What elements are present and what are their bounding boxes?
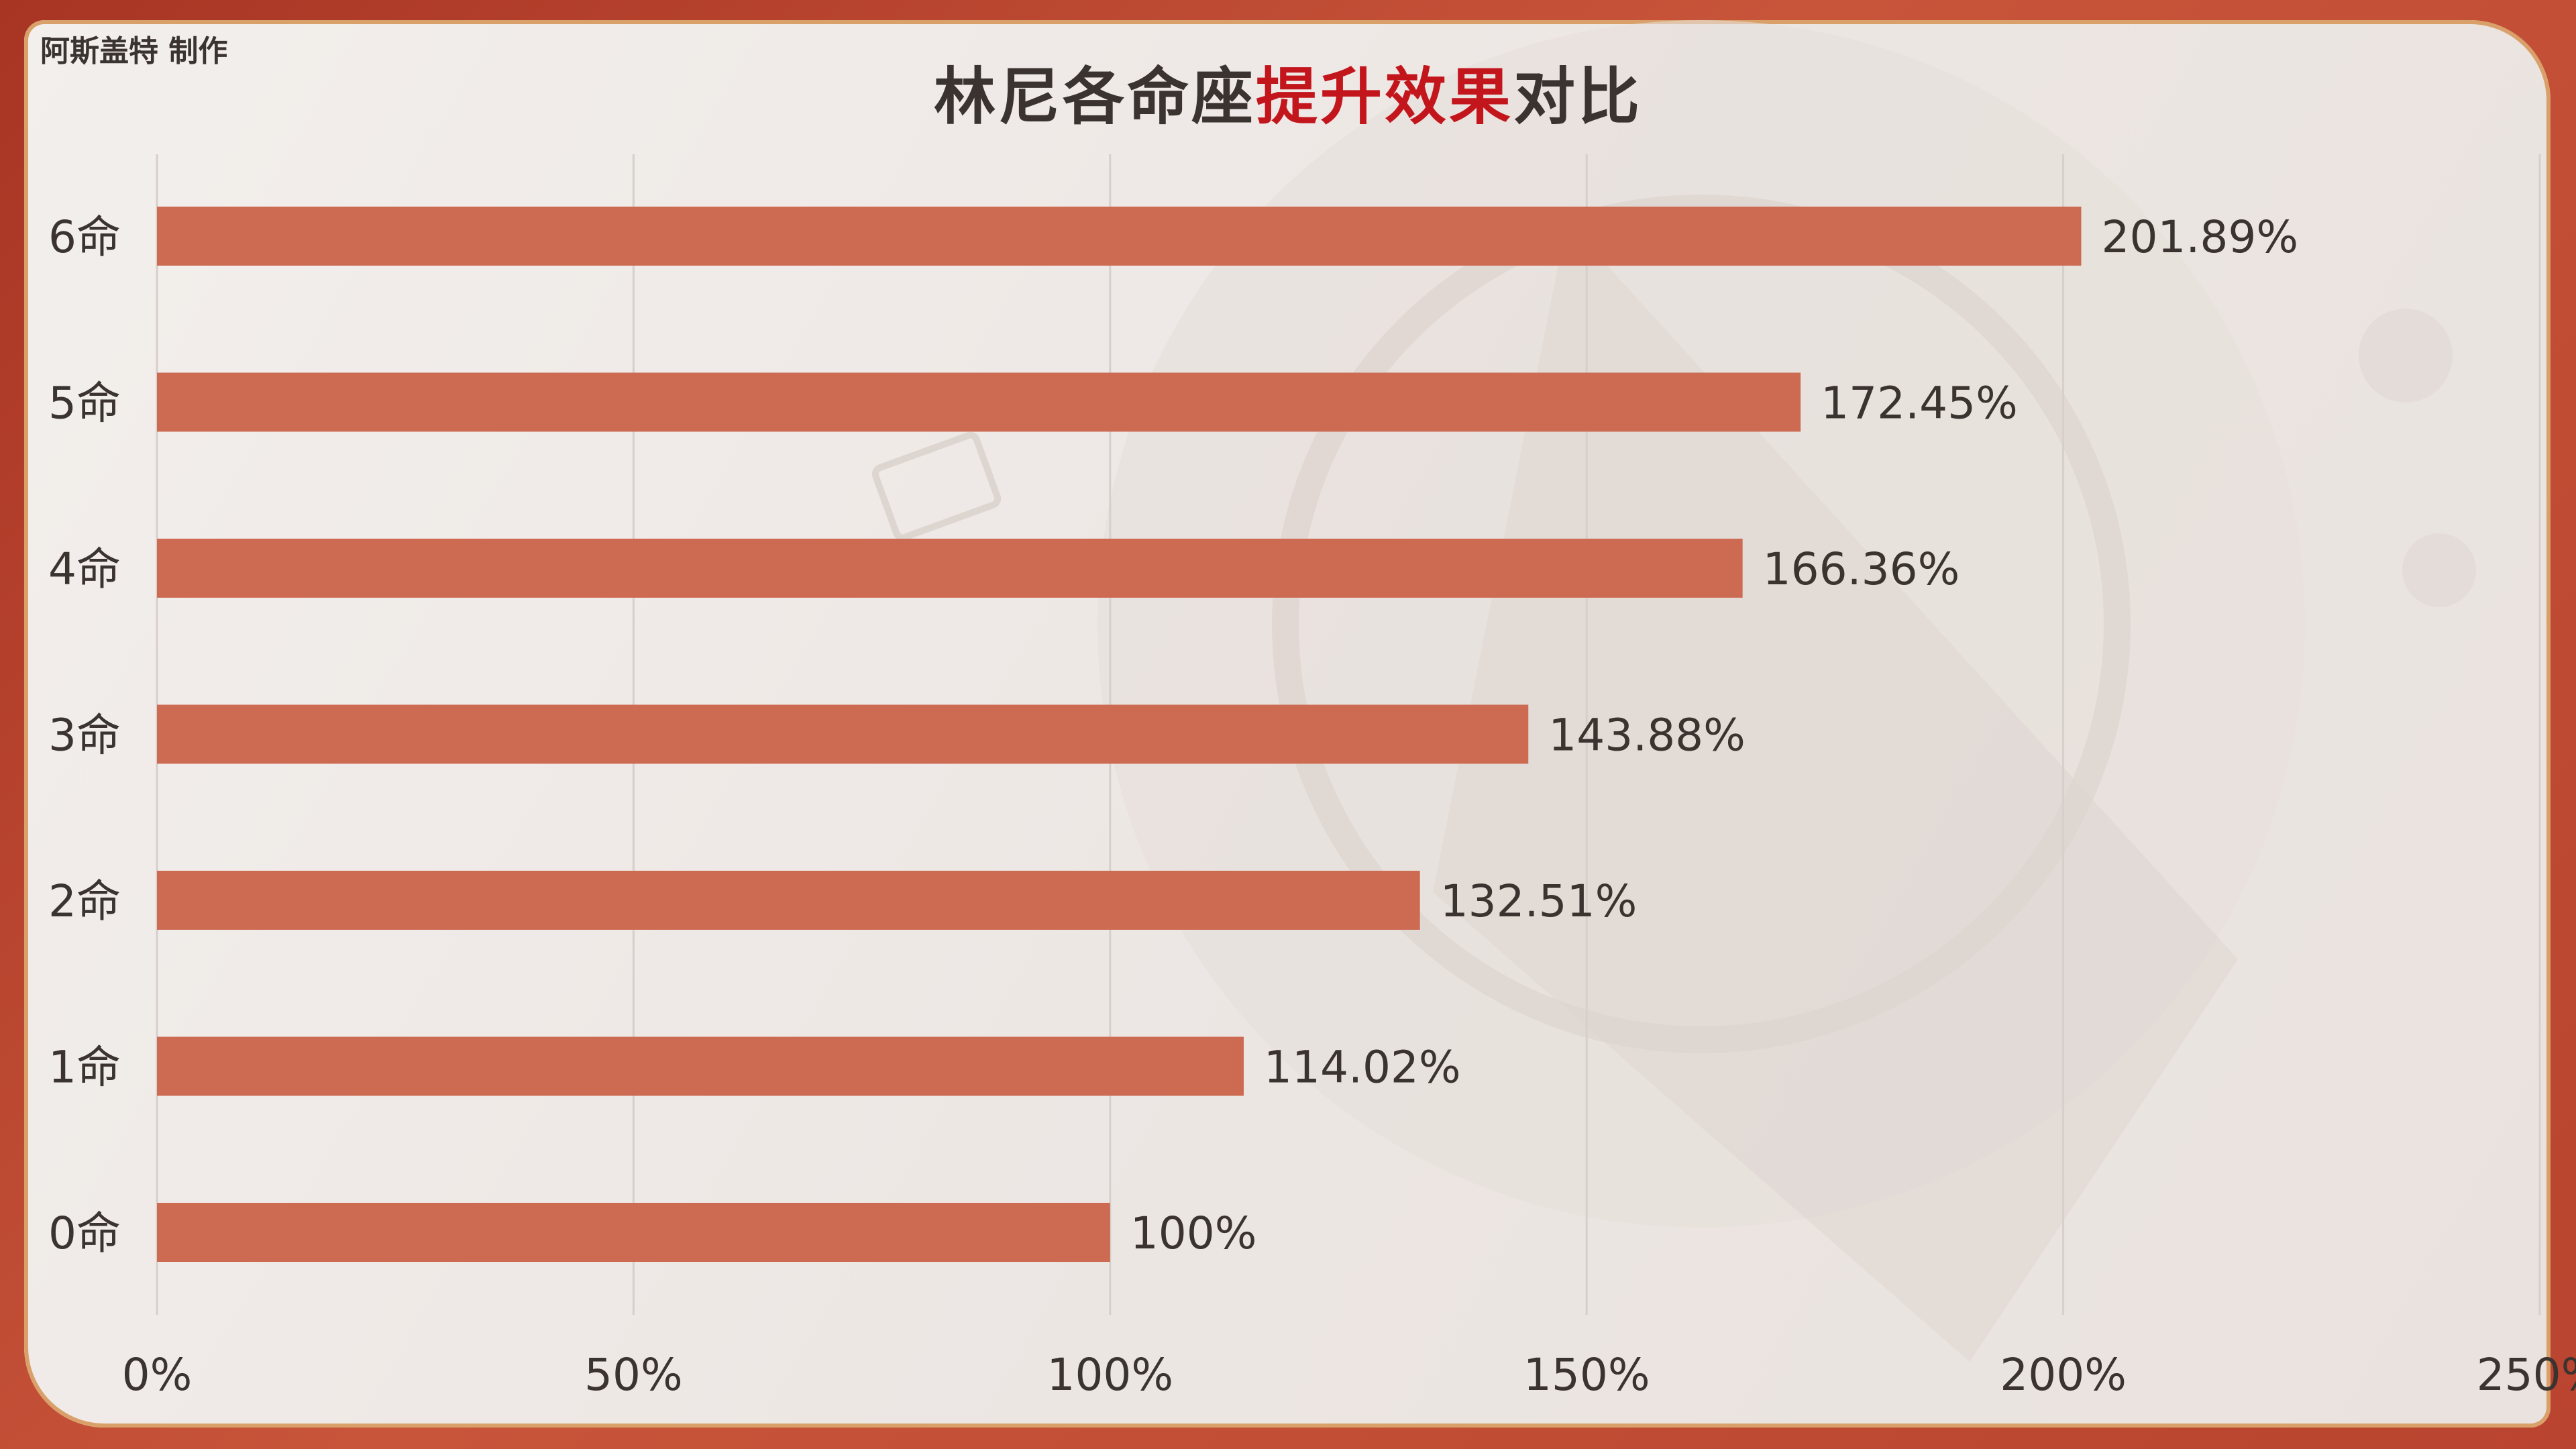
x-tick-label: 0% — [122, 1349, 193, 1401]
data-label: 143.88% — [1548, 710, 1746, 761]
data-label: 114.02% — [1264, 1042, 1461, 1093]
category-label: 3命 — [48, 710, 121, 761]
x-tick-label: 250% — [2477, 1349, 2576, 1401]
bar — [157, 372, 1801, 432]
data-label: 132.51% — [1440, 875, 1638, 927]
bar — [157, 1036, 1244, 1096]
category-label: 0命 — [48, 1208, 121, 1259]
title-part-1: 林尼各命座 — [933, 61, 1256, 133]
category-label: 2命 — [48, 875, 121, 927]
title-highlight: 提升效果 — [1255, 61, 1513, 133]
x-tick-label: 100% — [1046, 1349, 1173, 1401]
credit-label: 阿斯盖特 制作 — [40, 34, 228, 68]
category-label: 5命 — [48, 378, 121, 429]
x-tick-label: 150% — [1523, 1349, 1650, 1401]
data-label: 100% — [1130, 1208, 1257, 1259]
chart-title: 林尼各命座提升效果对比 — [0, 47, 2576, 136]
bar — [157, 539, 1743, 598]
bar — [157, 1203, 1110, 1262]
data-label: 201.89% — [2101, 211, 2298, 263]
data-label: 166.36% — [1763, 543, 1960, 595]
data-label: 172.45% — [1821, 378, 2018, 429]
x-tick-label: 50% — [584, 1349, 683, 1401]
category-label: 1命 — [48, 1042, 121, 1093]
bar — [157, 871, 1420, 930]
bar — [157, 207, 2082, 266]
category-label: 6命 — [48, 211, 121, 263]
title-part-2: 对比 — [1513, 61, 1643, 133]
category-label: 4命 — [48, 543, 121, 595]
bar — [157, 704, 1529, 764]
x-tick-label: 200% — [2000, 1349, 2127, 1401]
